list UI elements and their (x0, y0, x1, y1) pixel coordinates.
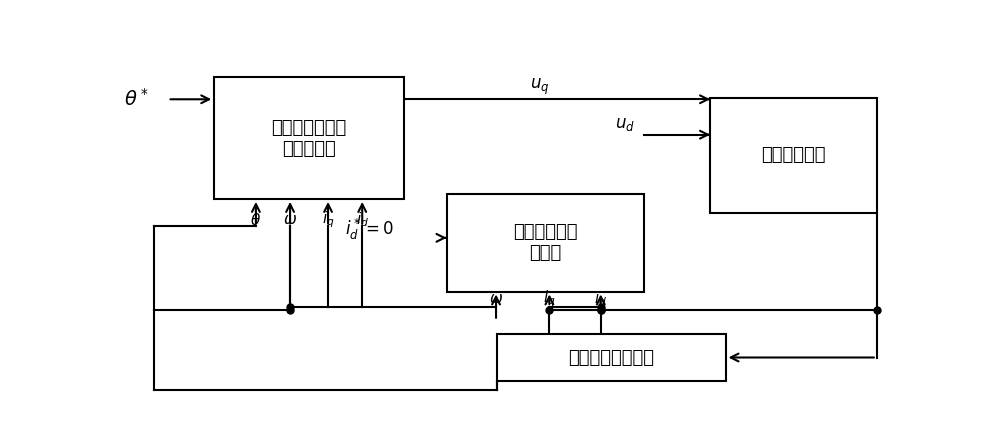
Text: $\omega$: $\omega$ (283, 212, 297, 227)
Text: $u_q$: $u_q$ (530, 77, 549, 97)
Text: 一阶有限时间
控制器: 一阶有限时间 控制器 (513, 223, 578, 262)
Text: $\omega$: $\omega$ (489, 291, 503, 306)
Text: $u_d$: $u_d$ (615, 115, 635, 134)
Text: $i_q$: $i_q$ (322, 209, 334, 230)
Text: $i_d$: $i_d$ (356, 210, 369, 229)
Text: $i_d^* = 0$: $i_d^* = 0$ (345, 217, 393, 242)
FancyBboxPatch shape (214, 77, 404, 199)
Text: 位置和速度传感器: 位置和速度传感器 (568, 348, 654, 367)
Text: 永磁同步电机: 永磁同步电机 (761, 146, 826, 164)
FancyBboxPatch shape (497, 334, 726, 380)
Text: $i_d$: $i_d$ (594, 289, 607, 308)
Text: 积分型高阶终端
滑模控制器: 积分型高阶终端 滑模控制器 (271, 119, 347, 158)
FancyBboxPatch shape (447, 194, 644, 291)
FancyBboxPatch shape (710, 98, 877, 213)
Text: $i_q$: $i_q$ (543, 288, 556, 309)
Text: $\theta$: $\theta$ (250, 211, 261, 227)
Text: $\theta^*$: $\theta^*$ (124, 88, 149, 110)
